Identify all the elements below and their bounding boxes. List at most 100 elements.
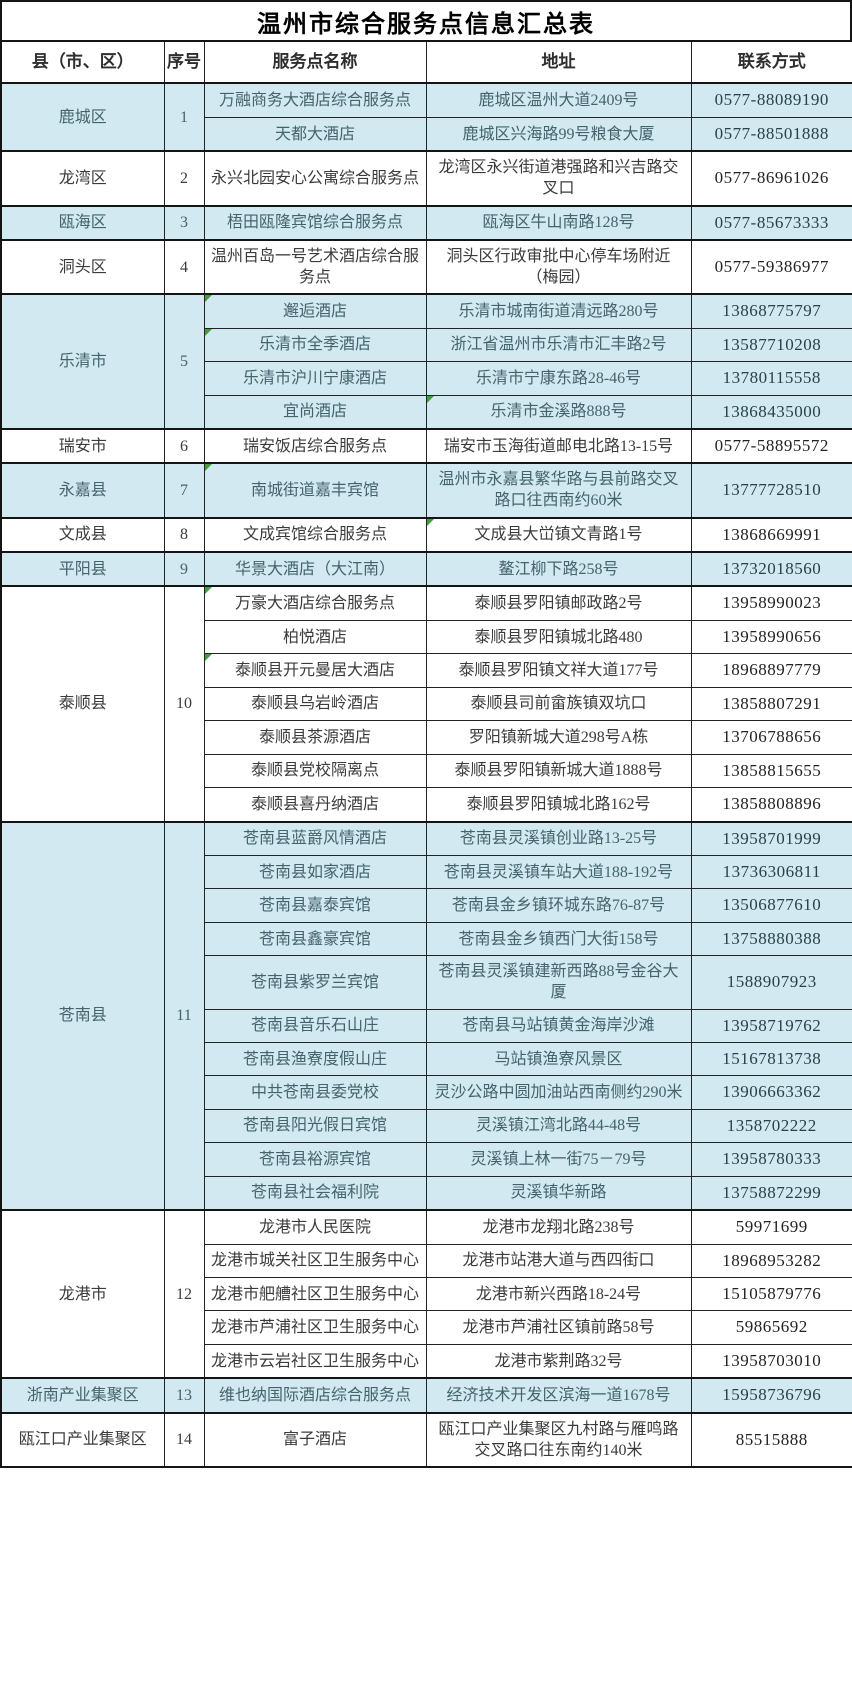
service-name-cell: 永兴北园安心公寓综合服务点 bbox=[203, 150, 427, 207]
service-name-cell: 龙港市城关社区卫生服务中心 bbox=[203, 1243, 427, 1279]
seq-cell: 2 bbox=[163, 150, 205, 207]
phone-cell: 0577-88089190 bbox=[690, 82, 852, 118]
phone-cell: 0577-59386977 bbox=[690, 238, 852, 295]
service-name-cell: 乐清市全季酒店 bbox=[203, 327, 427, 363]
service-name-cell: 泰顺县党校隔离点 bbox=[203, 753, 427, 789]
phone-cell: 13868775797 bbox=[690, 293, 852, 329]
service-name-cell: 南城街道嘉丰宾馆 bbox=[203, 462, 427, 519]
phone-cell: 13958719762 bbox=[690, 1008, 852, 1043]
seq-cell: 8 bbox=[163, 516, 205, 553]
table-row: 永嘉县 7 南城街道嘉丰宾馆 温州市永嘉县繁华路与县前路交叉路口往西南约60米 1377… bbox=[0, 462, 852, 519]
table-row: 龙湾区 2 永兴北园安心公寓综合服务点 龙湾区永兴街道港强路和兴吉路交叉口 0577-8… bbox=[0, 150, 852, 207]
address-cell: 苍南县灵溪镇创业路13-25号 bbox=[425, 820, 692, 856]
address-cell: 龙港市芦浦社区镇前路58号 bbox=[425, 1310, 692, 1345]
address-cell: 泰顺县罗阳镇城北路480 bbox=[425, 619, 692, 655]
column-header-county: 县（市、区） bbox=[0, 40, 165, 85]
phone-cell: 15105879776 bbox=[690, 1276, 852, 1312]
service-name-cell: 富子酒店 bbox=[203, 1411, 427, 1468]
address-cell: 罗阳镇新城大道298号A栋 bbox=[425, 720, 692, 755]
service-name-cell: 苍南县社会福利院 bbox=[203, 1175, 427, 1211]
county-cell: 瓯海区 bbox=[0, 204, 165, 241]
address-cell: 乐清市宁康东路28-46号 bbox=[425, 361, 692, 396]
address-cell: 马站镇渔寮风景区 bbox=[425, 1041, 692, 1077]
service-name-cell: 万融商务大酒店综合服务点 bbox=[203, 82, 427, 118]
service-name-cell: 邂逅酒店 bbox=[203, 293, 427, 329]
phone-cell: 13958990656 bbox=[690, 619, 852, 655]
service-name-cell: 龙港市人民医院 bbox=[203, 1209, 427, 1245]
service-name-cell: 苍南县如家酒店 bbox=[203, 854, 427, 890]
address-cell: 苍南县马站镇黄金海岸沙滩 bbox=[425, 1008, 692, 1043]
county-cell: 泰顺县 bbox=[0, 585, 165, 823]
address-cell: 乐清市金溪路888号 bbox=[425, 394, 692, 430]
seq-cell: 3 bbox=[163, 204, 205, 241]
phone-cell: 13736306811 bbox=[690, 854, 852, 890]
service-name-cell: 中共苍南县委党校 bbox=[203, 1075, 427, 1110]
address-cell: 鳌江柳下路258号 bbox=[425, 551, 692, 587]
seq-cell: 13 bbox=[163, 1377, 205, 1414]
address-cell: 灵溪镇江湾北路44-48号 bbox=[425, 1108, 692, 1144]
county-cell: 永嘉县 bbox=[0, 462, 165, 519]
table-row: 天都大酒店 鹿城区兴海路99号粮食大厦 0577-88501888 bbox=[1, 116, 852, 152]
seq-cell: 1 bbox=[163, 82, 205, 152]
address-cell: 苍南县灵溪镇建新西路88号金谷大厦 bbox=[425, 955, 692, 1010]
table-row: 浙南产业集聚区 13 维也纳国际酒店综合服务点 经济技术开发区滨海一道1678号 159… bbox=[0, 1377, 852, 1414]
service-name-cell: 泰顺县喜丹纳酒店 bbox=[203, 787, 427, 823]
service-name-cell: 苍南县蓝爵风情酒店 bbox=[203, 820, 427, 856]
table-row: 泰顺县 10 万豪大酒店综合服务点 泰顺县罗阳镇邮政路2号 13958990023 bbox=[0, 585, 852, 823]
phone-cell: 0577-58895572 bbox=[690, 427, 852, 464]
address-cell: 龙港市紫荆路32号 bbox=[425, 1343, 692, 1379]
seq-cell: 4 bbox=[163, 238, 205, 295]
phone-cell: 15167813738 bbox=[690, 1041, 852, 1077]
service-name-cell: 苍南县渔寮度假山庄 bbox=[203, 1041, 427, 1077]
service-name-cell: 苍南县阳光假日宾馆 bbox=[203, 1108, 427, 1144]
seq-cell: 7 bbox=[163, 462, 205, 519]
phone-cell: 13758872299 bbox=[690, 1175, 852, 1211]
service-name-cell: 泰顺县乌岩岭酒店 bbox=[203, 686, 427, 722]
county-cell: 平阳县 bbox=[0, 551, 165, 587]
address-cell: 文成县大峃镇文青路1号 bbox=[425, 516, 692, 553]
phone-cell: 59865692 bbox=[690, 1310, 852, 1345]
address-cell: 乐清市城南街道清远路280号 bbox=[425, 293, 692, 329]
address-cell: 经济技术开发区滨海一道1678号 bbox=[425, 1377, 692, 1414]
phone-cell: 0577-88501888 bbox=[690, 116, 852, 152]
phone-cell: 13858815655 bbox=[690, 753, 852, 789]
phone-cell: 18968953282 bbox=[690, 1243, 852, 1279]
service-name-cell: 天都大酒店 bbox=[203, 116, 427, 152]
address-cell: 瓯海区牛山南路128号 bbox=[425, 204, 692, 241]
table-row: 文成县 8 文成宾馆综合服务点 文成县大峃镇文青路1号 13868669991 bbox=[0, 516, 852, 553]
seq-cell: 12 bbox=[163, 1209, 205, 1379]
county-cell: 龙港市 bbox=[0, 1209, 165, 1379]
address-cell: 泰顺县司前畲族镇双坑口 bbox=[425, 686, 692, 722]
phone-cell: 13858808896 bbox=[690, 787, 852, 823]
table-body: 鹿城区 1 万融商务大酒店综合服务点 鹿城区温州大道2409号 0577-8808919… bbox=[0, 82, 852, 1468]
phone-cell: 13780115558 bbox=[690, 361, 852, 396]
service-name-cell: 瑞安饭店综合服务点 bbox=[203, 427, 427, 464]
seq-cell: 6 bbox=[163, 427, 205, 464]
county-cell: 文成县 bbox=[0, 516, 165, 553]
table-row: 瓯江口产业集聚区 14 富子酒店 瓯江口产业集聚区九村路与雁鸣路交叉路口往东南约140… bbox=[0, 1411, 852, 1468]
service-name-cell: 宜尚酒店 bbox=[203, 394, 427, 430]
service-points-table: 县（市、区） 序号 服务点名称 地址 联系方式 鹿城区 1 万融商务大酒店综合服务点… bbox=[0, 40, 852, 1468]
seq-cell: 14 bbox=[163, 1411, 205, 1468]
phone-cell: 13958701999 bbox=[690, 820, 852, 856]
phone-cell: 13958780333 bbox=[690, 1142, 852, 1177]
service-name-cell: 乐清市沪川宁康酒店 bbox=[203, 361, 427, 396]
table-row: 洞头区 4 温州百岛一号艺术酒店综合服务点 洞头区行政审批中心停车场附近（梅园） 057… bbox=[0, 238, 852, 295]
comment-marker-icon bbox=[204, 295, 212, 303]
phone-cell: 0577-86961026 bbox=[690, 150, 852, 207]
address-cell: 灵沙公路中圆加油站西南侧约290米 bbox=[425, 1075, 692, 1110]
phone-cell: 13732018560 bbox=[690, 551, 852, 587]
county-cell: 鹿城区 bbox=[0, 82, 165, 152]
service-name-cell: 苍南县音乐石山庄 bbox=[203, 1008, 427, 1043]
address-cell: 泰顺县罗阳镇城北路162号 bbox=[425, 787, 692, 823]
phone-cell: 13868669991 bbox=[690, 516, 852, 553]
service-name-cell: 维也纳国际酒店综合服务点 bbox=[203, 1377, 427, 1414]
table-row: 平阳县 9 华景大酒店（大江南） 鳌江柳下路258号 13732018560 bbox=[0, 551, 852, 587]
address-cell: 瓯江口产业集聚区九村路与雁鸣路交叉路口往东南约140米 bbox=[425, 1411, 692, 1468]
service-name-cell: 万豪大酒店综合服务点 bbox=[203, 585, 427, 621]
service-name-cell: 泰顺县茶源酒店 bbox=[203, 720, 427, 755]
service-name-cell: 龙港市云岩社区卫生服务中心 bbox=[203, 1343, 427, 1379]
comment-marker-icon bbox=[426, 518, 434, 526]
comment-marker-icon bbox=[204, 587, 212, 595]
phone-cell: 1358702222 bbox=[690, 1108, 852, 1144]
